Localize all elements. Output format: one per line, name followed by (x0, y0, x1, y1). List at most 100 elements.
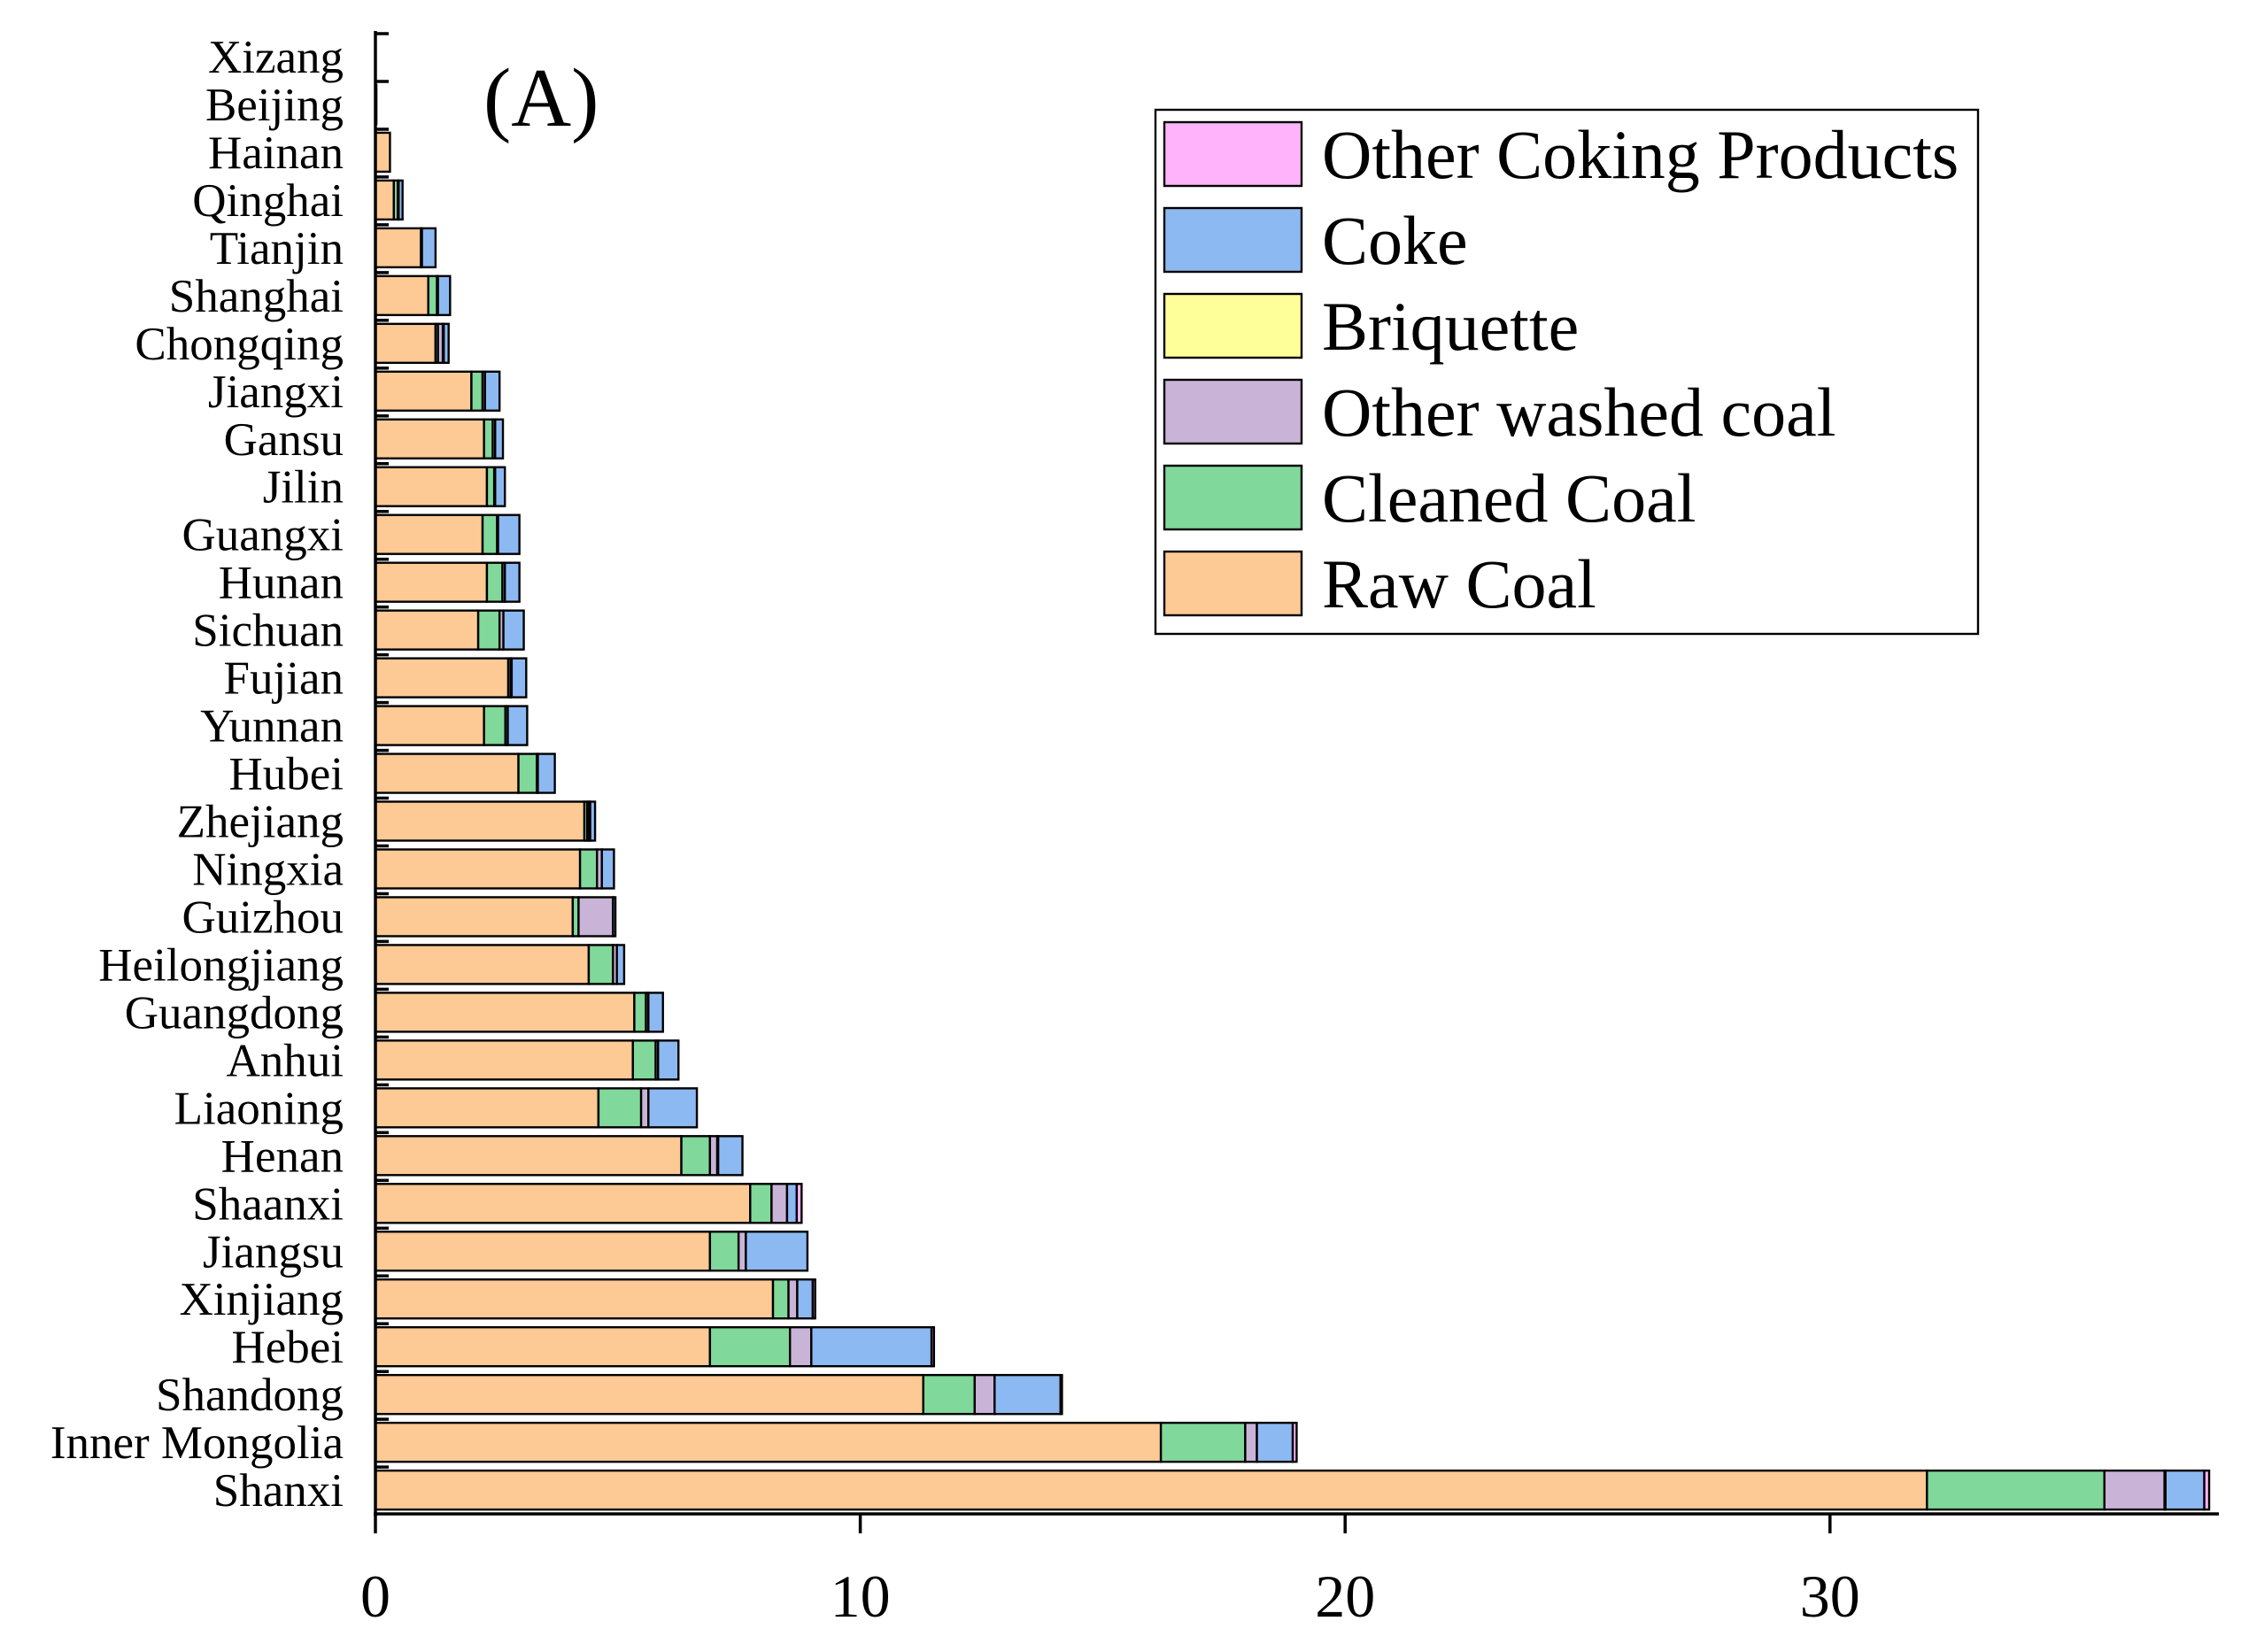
bar-hebei-coke (810, 1325, 933, 1368)
bar-yunnan-cleaned-coal (483, 705, 506, 746)
bar-heilongjiang-coke (615, 944, 626, 985)
y-tick-label-liaoning: Liaoning (174, 1083, 344, 1134)
x-tick-label-30: 30 (1800, 1563, 1860, 1630)
bar-guizhou-raw-coal (374, 896, 575, 938)
legend-item-coke: Coke (1163, 202, 1468, 279)
bar-hebei-other-coking-products (930, 1325, 936, 1368)
y-tick-label-guangdong: Guangdong (125, 987, 344, 1038)
y-tick-label-xizang: Xizang (208, 32, 344, 83)
y-tick-label-fujian: Fujian (224, 653, 344, 705)
bar-jiangsu-other-washed-coal (737, 1231, 747, 1272)
y-tick-label-henan: Henan (221, 1131, 344, 1182)
bar-yunnan-raw-coal (374, 705, 485, 746)
y-tick-label-anhui: Anhui (227, 1035, 344, 1086)
bar-inner-mongolia-cleaned-coal (1159, 1421, 1247, 1463)
bar-tianjin-coke (421, 227, 437, 269)
bar-zhejiang-raw-coal (374, 800, 586, 842)
bar-shanghai-coke (437, 274, 452, 317)
bar-guangdong-cleaned-coal (633, 992, 647, 1033)
y-tick-label-heilongjiang: Heilongjiang (98, 939, 344, 991)
bar-fujian-coke (510, 657, 528, 699)
y-tick-label-yunnan: Yunnan (200, 701, 344, 753)
bar-xinjiang-cleaned-coal (771, 1278, 790, 1320)
legend-box (1154, 108, 1980, 636)
legend-swatch-raw-coal (1163, 550, 1303, 617)
bar-shandong-other-washed-coal (973, 1373, 996, 1416)
y-tick-label-guangxi: Guangxi (182, 510, 344, 561)
bar-fujian-raw-coal (374, 657, 510, 699)
bar-guangxi-cleaned-coal (481, 513, 498, 555)
bar-heilongjiang-raw-coal (374, 944, 591, 985)
y-tick-label-shanxi: Shanxi (213, 1465, 344, 1517)
bar-guizhou-coke (612, 896, 617, 938)
bar-xinjiang-other-coking-products (811, 1278, 816, 1320)
bar-hebei-cleaned-coal (708, 1325, 792, 1368)
bar-anhui-cleaned-coal (631, 1039, 657, 1081)
legend-swatch-coke (1163, 206, 1303, 274)
bar-ningxia-coke (600, 848, 615, 890)
y-tick-label-chongqing: Chongqing (135, 319, 344, 370)
bar-heilongjiang-cleaned-coal (587, 944, 614, 985)
y-tick-label-hainan: Hainan (208, 127, 344, 179)
bar-jiangsu-cleaned-coal (708, 1231, 740, 1272)
y-tick-label-jilin: Jilin (263, 462, 344, 513)
legend-label-coke: Coke (1322, 202, 1468, 279)
bar-inner-mongolia-coke (1256, 1421, 1294, 1463)
bar-hainan-raw-coal (374, 131, 391, 174)
y-tick-label-guizhou: Guizhou (182, 892, 344, 944)
legend-label-raw-coal: Raw Coal (1322, 545, 1596, 622)
x-tick-label-20: 20 (1315, 1563, 1375, 1630)
bar-qinghai-coke (398, 179, 404, 221)
y-tick-label-qinghai: Qinghai (192, 175, 344, 227)
bar-hubei-cleaned-coal (517, 753, 538, 794)
bar-jilin-cleaned-coal (485, 466, 496, 507)
axes-group (374, 31, 2219, 1533)
bar-inner-mongolia-other-washed-coal (1244, 1421, 1258, 1463)
y-tick-label-inner-mongolia: Inner Mongolia (50, 1417, 344, 1469)
bar-jiangxi-raw-coal (374, 370, 473, 412)
y-tick-label-tianjin: Tianjin (210, 223, 344, 274)
bar-shanxi-coke (2164, 1469, 2206, 1511)
legend-swatch-other-washed-coal (1163, 378, 1303, 445)
bar-gansu-raw-coal (374, 418, 485, 459)
y-tick-label-jiangsu: Jiangsu (203, 1226, 344, 1278)
bar-henan-raw-coal (374, 1135, 683, 1177)
legend: Other Coking Products Coke Briquette Other … (1154, 108, 1980, 636)
y-tick-label-gansu: Gansu (224, 414, 344, 466)
bar-liaoning-raw-coal (374, 1087, 600, 1129)
legend-item-briquette: Briquette (1163, 288, 1579, 365)
y-tick-label-hubei: Hubei (228, 749, 344, 800)
legend-swatch-briquette (1163, 292, 1303, 359)
bar-shanghai-cleaned-coal (427, 274, 438, 317)
bar-gansu-cleaned-coal (483, 418, 494, 459)
y-tick-label-xinjiang: Xinjiang (180, 1274, 344, 1325)
bar-chongqing-coke (443, 322, 450, 365)
y-tick-label-beijing: Beijing (205, 80, 344, 131)
bar-xinjiang-raw-coal (374, 1278, 775, 1320)
legend-swatch-cleaned-coal (1163, 464, 1303, 531)
bar-jiangsu-raw-coal (374, 1231, 712, 1272)
x-tick-label-10: 10 (831, 1563, 891, 1630)
bar-shaanxi-raw-coal (374, 1183, 752, 1224)
panel-label: (A) (483, 52, 599, 144)
bar-anhui-coke (657, 1039, 680, 1081)
legend-item-cleaned-coal: Cleaned Coal (1163, 459, 1696, 537)
y-tick-label-zhejiang: Zhejiang (177, 797, 344, 848)
bar-hubei-raw-coal (374, 753, 520, 794)
legend-item-other-coking-products: Other Coking Products (1163, 116, 1959, 193)
bar-zhejiang-coke (589, 800, 597, 842)
bar-sichuan-coke (502, 609, 525, 651)
bar-shanghai-raw-coal (374, 274, 429, 317)
bar-shaanxi-coke (785, 1183, 799, 1224)
y-tick-label-sichuan: Sichuan (192, 606, 344, 657)
bar-guangxi-raw-coal (374, 513, 484, 555)
bar-shandong-other-coking-products (1059, 1373, 1063, 1416)
bar-xinjiang-coke (796, 1278, 815, 1320)
bar-sichuan-raw-coal (374, 609, 480, 651)
bar-guangdong-coke (647, 992, 664, 1033)
bar-shanxi-raw-coal (374, 1469, 1928, 1511)
bar-hunan-raw-coal (374, 561, 489, 603)
bar-shanxi-cleaned-coal (1926, 1469, 2106, 1511)
bar-shandong-cleaned-coal (922, 1373, 977, 1416)
